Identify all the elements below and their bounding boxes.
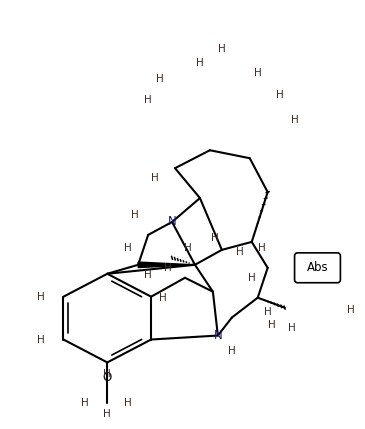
Text: H: H [211, 233, 219, 243]
Text: H: H [236, 247, 244, 257]
Text: H: H [103, 409, 111, 419]
Text: H: H [254, 67, 262, 78]
Text: O: O [103, 371, 112, 384]
Text: H: H [156, 73, 164, 84]
Text: H: H [36, 335, 45, 344]
Text: H: H [264, 307, 272, 317]
Text: H: H [131, 210, 139, 220]
Text: H: H [347, 305, 355, 314]
Text: N: N [168, 215, 176, 229]
FancyBboxPatch shape [295, 253, 341, 283]
Text: Abs: Abs [307, 261, 328, 274]
Text: H: H [36, 292, 45, 302]
Text: H: H [103, 369, 111, 379]
Text: H: H [164, 263, 172, 273]
Text: H: H [268, 320, 276, 329]
Text: H: H [124, 243, 132, 253]
Text: H: H [228, 347, 236, 356]
Text: H: H [291, 115, 299, 125]
Text: H: H [151, 173, 159, 183]
Text: H: H [196, 57, 204, 68]
Text: H: H [288, 323, 295, 332]
Text: H: H [276, 91, 284, 100]
Text: H: H [248, 273, 255, 283]
Text: H: H [184, 243, 192, 253]
Text: H: H [258, 243, 266, 253]
Text: H: H [159, 293, 167, 303]
Polygon shape [138, 262, 195, 268]
Text: H: H [218, 44, 226, 54]
Text: H: H [81, 398, 89, 408]
Text: H: H [124, 398, 132, 408]
Text: H: H [144, 95, 152, 106]
Text: H: H [144, 270, 152, 280]
Text: N: N [214, 329, 222, 342]
